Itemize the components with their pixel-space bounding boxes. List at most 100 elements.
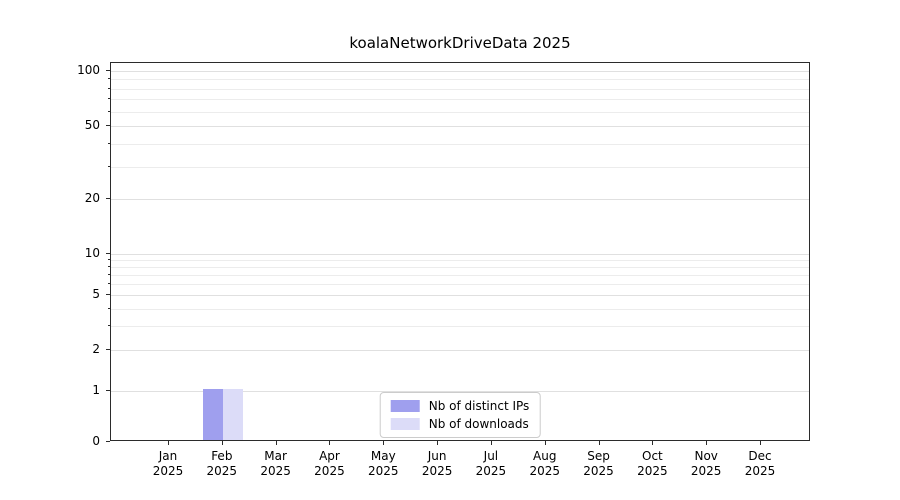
y-minor-tick-mark [108,87,110,89]
x-tick-label: Apr 2025 [299,449,359,479]
gridline-major [111,254,809,255]
y-tick-label: 100 [77,63,100,77]
x-tick-mark [275,441,277,445]
y-minor-tick-mark [108,142,110,144]
x-tick-mark [760,441,762,445]
x-tick-month: Jul [483,449,499,463]
x-tick-mark [544,441,546,445]
gridline-major [111,71,809,72]
legend: Nb of distinct IPs Nb of downloads [379,392,541,438]
x-tick-label: Jul 2025 [461,449,521,479]
y-tick-mark [106,253,110,254]
x-tick-year: 2025 [152,464,184,478]
x-tick-month: May [370,449,396,463]
x-tick-mark [706,441,708,445]
gridline-major [111,198,809,200]
chart-title: koalaNetworkDriveData 2025 [349,34,571,52]
x-tick-label: Nov 2025 [676,449,736,479]
y-minor-tick-mark [108,110,110,112]
x-tick-label: Sep 2025 [569,449,629,479]
x-tick-mark [383,441,385,445]
plot-area: Nb of distinct IPs Nb of downloads [110,62,810,441]
x-tick-month: Feb [211,449,233,463]
gridline-minor [111,325,809,327]
y-minor-tick-mark [108,283,110,285]
gridline-minor [111,88,809,90]
x-tick-year: 2025 [475,464,507,478]
x-tick-label: Aug 2025 [515,449,575,479]
bar-nb-of-distinct-ips [202,389,223,440]
y-tick-label: 10 [84,246,100,260]
gridline-minor [111,284,809,286]
legend-swatch [390,418,420,430]
gridline-minor [111,143,809,145]
x-tick-label: May 2025 [353,449,413,479]
x-tick-year: 2025 [744,464,776,478]
x-tick-label: Jan 2025 [138,449,198,479]
x-tick-year: 2025 [421,464,453,478]
x-tick-month: Jun [427,449,447,463]
x-tick-month: Sep [587,449,610,463]
x-tick-month: Aug [533,449,557,463]
y-minor-tick-mark [108,266,110,268]
x-tick-mark [490,441,492,445]
legend-swatch [390,400,420,412]
x-tick-year: 2025 [529,464,560,478]
gridline-major [111,391,809,392]
x-tick-mark [168,441,169,445]
y-tick-label: 50 [84,118,100,133]
y-tick-label: 5 [92,287,100,302]
x-tick-month: Apr [319,449,340,463]
legend-item: Nb of downloads [390,417,530,431]
gridline-major [111,349,809,351]
x-tick-month: Dec [748,449,772,463]
x-tick-month: Jan [158,449,178,463]
y-minor-tick-mark [108,307,110,309]
gridline-minor [111,260,809,262]
x-tick-year: 2025 [367,464,399,478]
x-tick-label: Feb 2025 [192,449,252,479]
x-tick-year: 2025 [206,464,238,478]
x-tick-month: Mar [264,449,287,463]
gridline-minor [111,308,809,310]
legend-label: Nb of distinct IPs [428,399,530,413]
x-tick-month: Nov [694,449,718,463]
y-tick-mark [106,70,110,71]
x-tick-mark [221,441,223,445]
x-tick-year: 2025 [690,464,722,478]
x-tick-year: 2025 [260,464,291,478]
y-minor-tick-mark [108,324,110,326]
y-minor-tick-mark [108,259,110,261]
y-tick-label: 1 [92,383,100,397]
x-tick-year: 2025 [637,464,668,478]
y-tick-mark [106,348,110,350]
y-tick-mark [106,294,110,296]
gridline-minor [111,79,809,81]
x-tick-label: Oct 2025 [622,449,682,479]
y-tick-mark [106,125,110,127]
x-tick-month: Oct [642,449,663,463]
y-tick-mark [106,390,110,391]
y-tick-label: 0 [92,434,100,448]
gridline-minor [111,275,809,277]
x-tick-year: 2025 [314,464,345,478]
y-minor-tick-mark [108,274,110,276]
x-tick-mark [437,441,439,445]
x-tick-label: Jun 2025 [407,449,467,479]
gridline-minor [111,111,809,113]
gridline-major [111,126,809,128]
legend-item: Nb of distinct IPs [390,399,530,413]
gridline-minor [111,99,809,101]
y-tick-mark [106,197,110,199]
x-tick-year: 2025 [583,464,614,478]
x-tick-label: Dec 2025 [730,449,790,479]
legend-label: Nb of downloads [428,417,529,431]
y-tick-label: 20 [84,190,100,205]
y-tick-label: 2 [92,341,100,356]
x-tick-mark [598,441,600,445]
y-minor-tick-mark [108,78,110,80]
gridline-minor [111,166,809,168]
y-minor-tick-mark [108,98,110,100]
gridline-minor [111,267,809,269]
